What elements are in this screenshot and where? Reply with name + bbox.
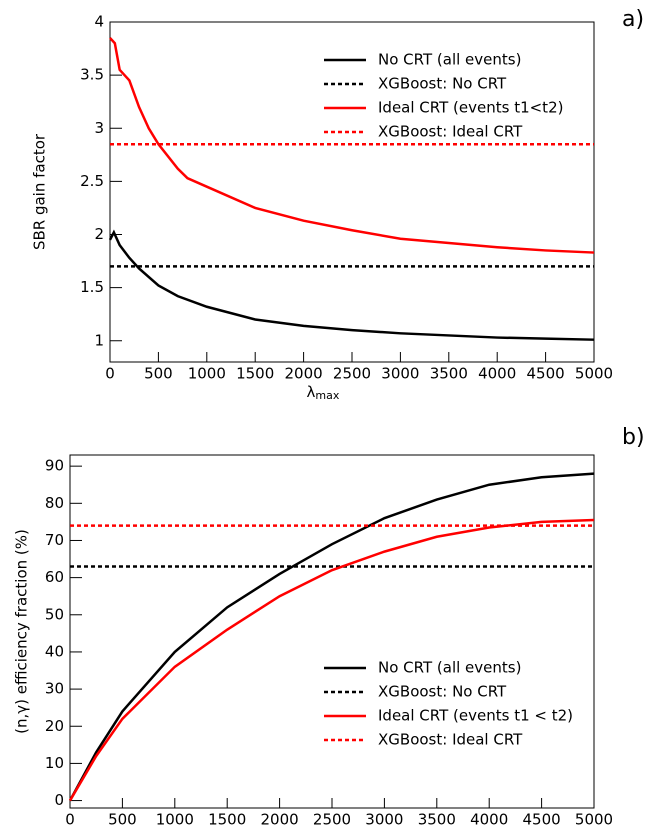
legend-label: XGBoost: Ideal CRT	[378, 731, 523, 749]
x-tick-label: 0	[65, 811, 75, 829]
y-tick-label: 3	[94, 119, 104, 137]
y-axis-label: SBR gain factor	[31, 133, 49, 250]
series-line	[109, 37, 595, 254]
y-tick-label: 1	[94, 331, 104, 349]
y-tick-label: 10	[45, 754, 64, 772]
x-tick-label: 3500	[418, 811, 456, 829]
y-tick-label: 0	[54, 791, 64, 809]
x-tick-label: 2500	[333, 365, 371, 383]
y-tick-label: 70	[45, 531, 64, 549]
y-tick-label: 3.5	[80, 66, 104, 84]
x-tick-label: 1000	[188, 365, 226, 383]
x-tick-label: 4500	[527, 365, 565, 383]
x-tick-label: 0	[105, 365, 115, 383]
x-axis-label: λmax	[307, 383, 340, 403]
x-tick-label: 5000	[575, 365, 613, 383]
legend-label: XGBoost: No CRT	[378, 75, 507, 93]
x-axis-label-main: λ	[307, 383, 316, 401]
plot-area	[108, 37, 595, 341]
x-tick-label: 1500	[236, 365, 274, 383]
plot-frame	[69, 454, 595, 809]
legend-label: XGBoost: No CRT	[378, 683, 507, 701]
x-tick-label: 3000	[365, 811, 403, 829]
y-tick-label: 30	[45, 680, 64, 698]
x-tick-label: 3000	[381, 365, 419, 383]
x-tick-label: 4000	[470, 811, 508, 829]
y-tick-label: 60	[45, 568, 64, 586]
x-tick-label: 2000	[285, 365, 323, 383]
y-tick-label: 20	[45, 717, 64, 735]
legend-label: XGBoost: Ideal CRT	[378, 123, 523, 141]
y-axis-label: (n,γ) efficiency fraction (%)	[13, 529, 31, 734]
annotation: b)	[622, 425, 645, 450]
y-tick-label: 2	[94, 225, 104, 243]
x-tick-label: 5000	[575, 811, 613, 829]
legend-label: Ideal CRT (events t1<t2)	[378, 99, 563, 117]
series-line	[108, 229, 595, 341]
y-tick-label: 2.5	[80, 172, 104, 190]
y-tick-label: 50	[45, 605, 64, 623]
plot-frame	[109, 21, 595, 363]
legend-label: No CRT (all events)	[378, 659, 521, 677]
series-line	[68, 472, 595, 802]
x-axis-label-sub: max	[315, 389, 339, 402]
x-tick-label: 3500	[430, 365, 468, 383]
y-tick-label: 80	[45, 494, 64, 512]
legend-label: No CRT (all events)	[378, 51, 521, 69]
y-tick-label: 40	[45, 642, 64, 660]
plot-area	[68, 472, 595, 802]
x-tick-label: 1500	[208, 811, 246, 829]
x-tick-label: 2000	[261, 811, 299, 829]
x-tick-label: 500	[108, 811, 137, 829]
y-tick-label: 4	[94, 13, 104, 31]
annotation: a)	[622, 7, 644, 32]
y-tick-label: 90	[45, 457, 64, 475]
x-tick-label: 2500	[313, 811, 351, 829]
y-tick-label: 1.5	[80, 278, 104, 296]
x-tick-label: 1000	[156, 811, 194, 829]
legend-label: Ideal CRT (events t1 < t2)	[378, 707, 573, 725]
x-tick-label: 4500	[523, 811, 561, 829]
x-tick-label: 4000	[478, 365, 516, 383]
x-tick-label: 500	[144, 365, 173, 383]
